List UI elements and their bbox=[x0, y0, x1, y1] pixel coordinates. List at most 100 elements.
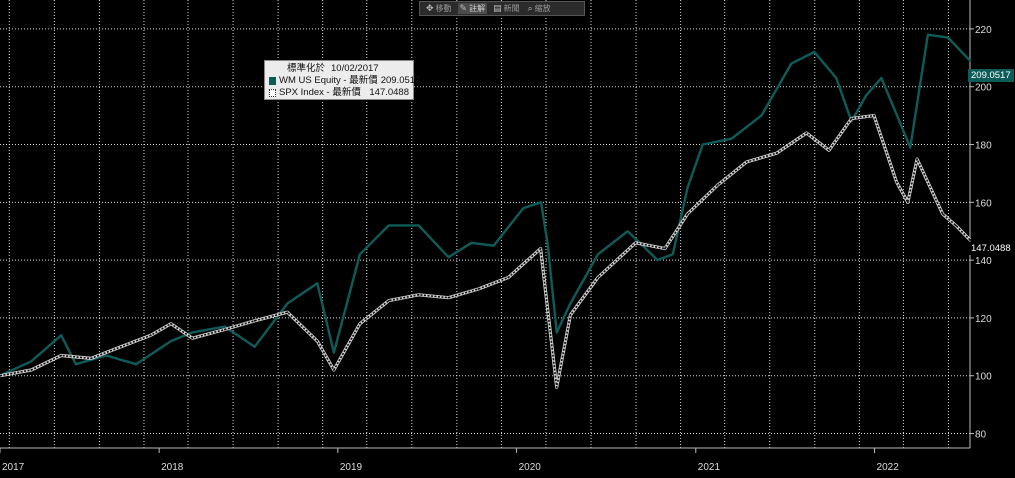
spx-data-point bbox=[916, 158, 919, 160]
toolbar-zoom-button[interactable]: ⌕ 縮放 bbox=[526, 3, 553, 14]
spx-data-point bbox=[805, 132, 808, 134]
spx-data-point bbox=[954, 224, 957, 227]
spx-data-point bbox=[873, 114, 875, 117]
wm-data-point bbox=[947, 36, 949, 39]
spx-data-point bbox=[120, 345, 122, 348]
spx-series-halo bbox=[0, 113, 972, 389]
wm-data-point bbox=[522, 207, 525, 210]
spx-data-point bbox=[90, 357, 92, 360]
legend-title-label: 標準化於 bbox=[287, 63, 326, 74]
x-tick-label: 2018 bbox=[161, 462, 184, 473]
series-layer bbox=[0, 33, 972, 389]
wm-data-point bbox=[865, 94, 868, 97]
spx-data-point bbox=[569, 314, 572, 316]
wm-data-point bbox=[760, 114, 763, 117]
legend-title-date: 10/02/2017 bbox=[331, 63, 379, 74]
wm-data-point bbox=[169, 340, 172, 342]
wm-data-point bbox=[555, 331, 558, 334]
wm-data-point bbox=[730, 137, 733, 140]
wm-data-point bbox=[316, 282, 319, 285]
legend-entry-wm-label: WM US Equity - 最新價 bbox=[279, 75, 378, 86]
pencil-icon: ✎ bbox=[459, 3, 468, 13]
wm-data-point bbox=[387, 224, 390, 227]
wm-swatch-icon bbox=[269, 77, 276, 85]
move-icon: ✥ bbox=[426, 3, 434, 13]
wm-data-point bbox=[447, 256, 450, 259]
wm-data-point bbox=[417, 224, 420, 227]
y-tick-label: 160 bbox=[975, 198, 992, 209]
wm-data-point bbox=[926, 33, 929, 36]
spx-data-point bbox=[850, 117, 853, 120]
spx-data-point bbox=[634, 241, 637, 244]
spx-data-point bbox=[539, 247, 542, 250]
wm-data-point bbox=[835, 77, 838, 79]
spx-data-point bbox=[417, 293, 420, 296]
spx-data-point bbox=[596, 276, 599, 279]
wm-series-line bbox=[0, 33, 971, 377]
wm-data-point bbox=[30, 360, 33, 363]
x-tick-label: 2017 bbox=[2, 462, 25, 473]
wm-data-point bbox=[470, 241, 473, 244]
spx-data-point bbox=[387, 299, 390, 302]
wm-data-point bbox=[253, 345, 256, 348]
x-tick-label: 2020 bbox=[519, 462, 542, 473]
wm-data-point bbox=[701, 143, 704, 146]
wm-data-point bbox=[333, 351, 335, 354]
x-tick-label: 2022 bbox=[877, 462, 900, 473]
wm-data-point bbox=[74, 363, 77, 366]
toolbar-move-button[interactable]: ✥ 移動 bbox=[424, 3, 454, 14]
toolbar-news-button[interactable]: ▤ 新聞 bbox=[491, 3, 522, 14]
spx-data-point bbox=[686, 212, 689, 215]
chart-legend[interactable]: 標準化於 10/02/2017 WM US Equity - 最新價 209.0… bbox=[264, 60, 420, 100]
spx-data-point bbox=[316, 340, 319, 342]
toolbar-zoom-label: 縮放 bbox=[534, 4, 551, 13]
spx-data-point bbox=[477, 288, 480, 290]
legend-title: 標準化於 10/02/2017 bbox=[269, 63, 409, 75]
spx-data-point bbox=[716, 184, 719, 186]
spx-data-point bbox=[358, 322, 361, 325]
spx-data-point bbox=[745, 160, 748, 163]
legend-entry-spx: SPX Index - 最新價 147.0488 bbox=[269, 87, 409, 99]
wm-data-point bbox=[813, 51, 816, 53]
y-tick-label: 200 bbox=[975, 83, 992, 94]
y-tick-label: 180 bbox=[975, 141, 992, 152]
wm-data-point bbox=[135, 363, 138, 366]
wm-data-point bbox=[626, 230, 629, 233]
toolbar-news-label: 新聞 bbox=[503, 4, 520, 13]
wm-data-point bbox=[547, 244, 549, 247]
spx-data-point bbox=[941, 212, 944, 215]
wm-data-point bbox=[909, 146, 912, 149]
vertical-gridlines bbox=[8, 0, 949, 448]
spx-data-point bbox=[0, 374, 1, 377]
y-axis-ticks: 80 100 120 140 160 180 200 220 bbox=[970, 25, 992, 441]
horizontal-gridlines bbox=[0, 28, 970, 435]
wm-data-point bbox=[492, 244, 495, 247]
wm-data-point bbox=[671, 253, 674, 256]
wm-data-point bbox=[191, 331, 194, 334]
toolbar-annotate-button[interactable]: ✎ 註解 bbox=[457, 3, 488, 14]
spx-data-point bbox=[169, 322, 172, 325]
x-tick-label: 2019 bbox=[340, 462, 363, 473]
spx-swatch-icon bbox=[269, 89, 276, 97]
legend-entry-wm: WM US Equity - 最新價 209.0517 bbox=[269, 75, 420, 87]
wm-data-point bbox=[686, 186, 689, 189]
y-tick-label: 120 bbox=[975, 314, 992, 325]
spx-data-point bbox=[253, 319, 256, 322]
spx-data-point bbox=[895, 181, 898, 183]
spx-data-point bbox=[30, 369, 33, 371]
spx-data-point bbox=[664, 247, 666, 250]
wm-data-point bbox=[790, 62, 793, 65]
wm-data-point bbox=[358, 253, 361, 256]
spx-data-point bbox=[223, 328, 226, 331]
spx-data-point bbox=[333, 369, 335, 371]
wm-data-point bbox=[105, 354, 108, 357]
wm-data-point bbox=[223, 325, 226, 328]
spx-data-point bbox=[555, 386, 558, 389]
wm-data-point bbox=[60, 334, 63, 337]
y-tick-label: 80 bbox=[975, 430, 987, 441]
spx-data-point bbox=[191, 337, 194, 340]
spx-data-point bbox=[60, 354, 63, 357]
y-tick-label: 100 bbox=[975, 372, 992, 383]
wm-data-point bbox=[596, 253, 599, 256]
